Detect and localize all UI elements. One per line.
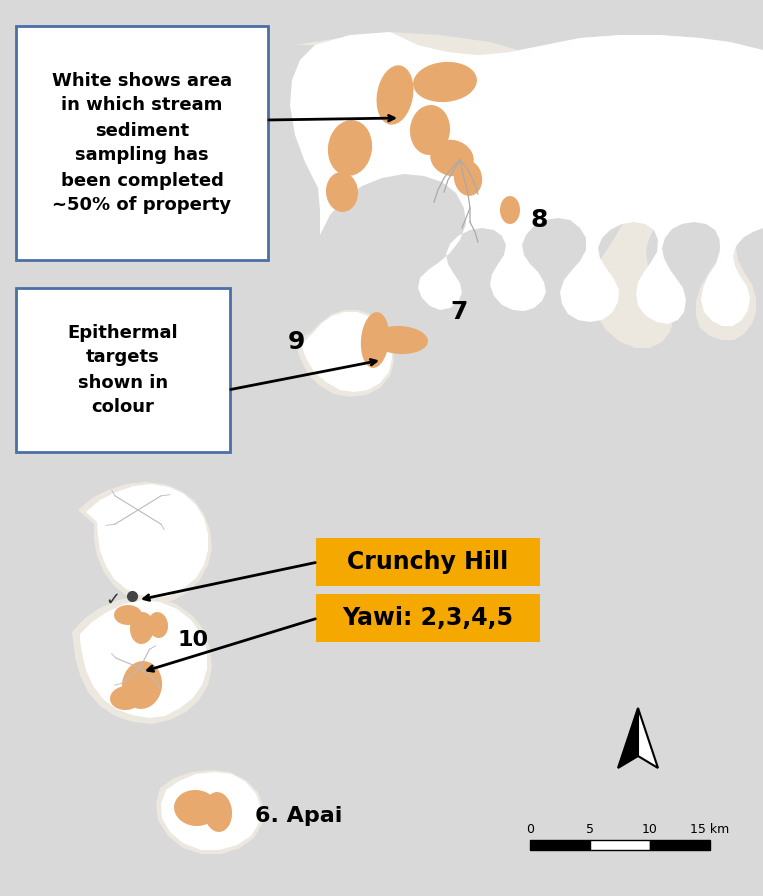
Ellipse shape [110,686,142,710]
Text: 10: 10 [178,630,209,650]
Ellipse shape [114,605,142,625]
Polygon shape [295,32,763,348]
Ellipse shape [204,792,232,832]
Polygon shape [156,770,264,854]
Ellipse shape [328,120,372,176]
Bar [530,840,590,850]
Ellipse shape [410,105,450,155]
Ellipse shape [372,326,428,354]
Ellipse shape [454,160,482,196]
Polygon shape [638,708,658,768]
Text: White shows area
in which stream
sediment
sampling has
been completed
~50% of pr: White shows area in which stream sedimen… [52,72,232,214]
Ellipse shape [174,790,218,826]
Bar [590,840,650,850]
Polygon shape [72,596,212,724]
Polygon shape [295,310,394,397]
Text: Epithermal
targets
shown in
colour: Epithermal targets shown in colour [68,323,179,417]
Bar [650,840,710,850]
Text: Crunchy Hill: Crunchy Hill [347,550,509,574]
Polygon shape [300,312,392,392]
FancyBboxPatch shape [316,594,540,642]
Text: 0: 0 [526,823,534,836]
Ellipse shape [130,612,154,644]
Text: 9: 9 [288,330,305,354]
FancyBboxPatch shape [16,26,268,260]
FancyBboxPatch shape [316,538,540,586]
FancyBboxPatch shape [16,288,230,452]
Polygon shape [161,772,261,850]
Text: 6. Apai: 6. Apai [255,806,343,826]
Text: 8: 8 [530,208,547,232]
Polygon shape [78,482,212,604]
Text: 15 km: 15 km [691,823,729,836]
Ellipse shape [500,196,520,224]
Ellipse shape [326,172,358,212]
Polygon shape [618,708,638,768]
Polygon shape [86,484,208,598]
Polygon shape [80,600,207,718]
Ellipse shape [361,312,389,368]
Text: ✓: ✓ [105,591,120,609]
Ellipse shape [376,65,414,125]
Ellipse shape [148,612,168,638]
Text: Yawi: 2,3,4,5: Yawi: 2,3,4,5 [343,606,513,630]
Ellipse shape [122,661,162,709]
Text: 7: 7 [450,300,468,324]
Ellipse shape [430,140,474,177]
Text: 10: 10 [642,823,658,836]
Text: 5: 5 [586,823,594,836]
Ellipse shape [413,62,477,102]
Polygon shape [290,32,763,326]
